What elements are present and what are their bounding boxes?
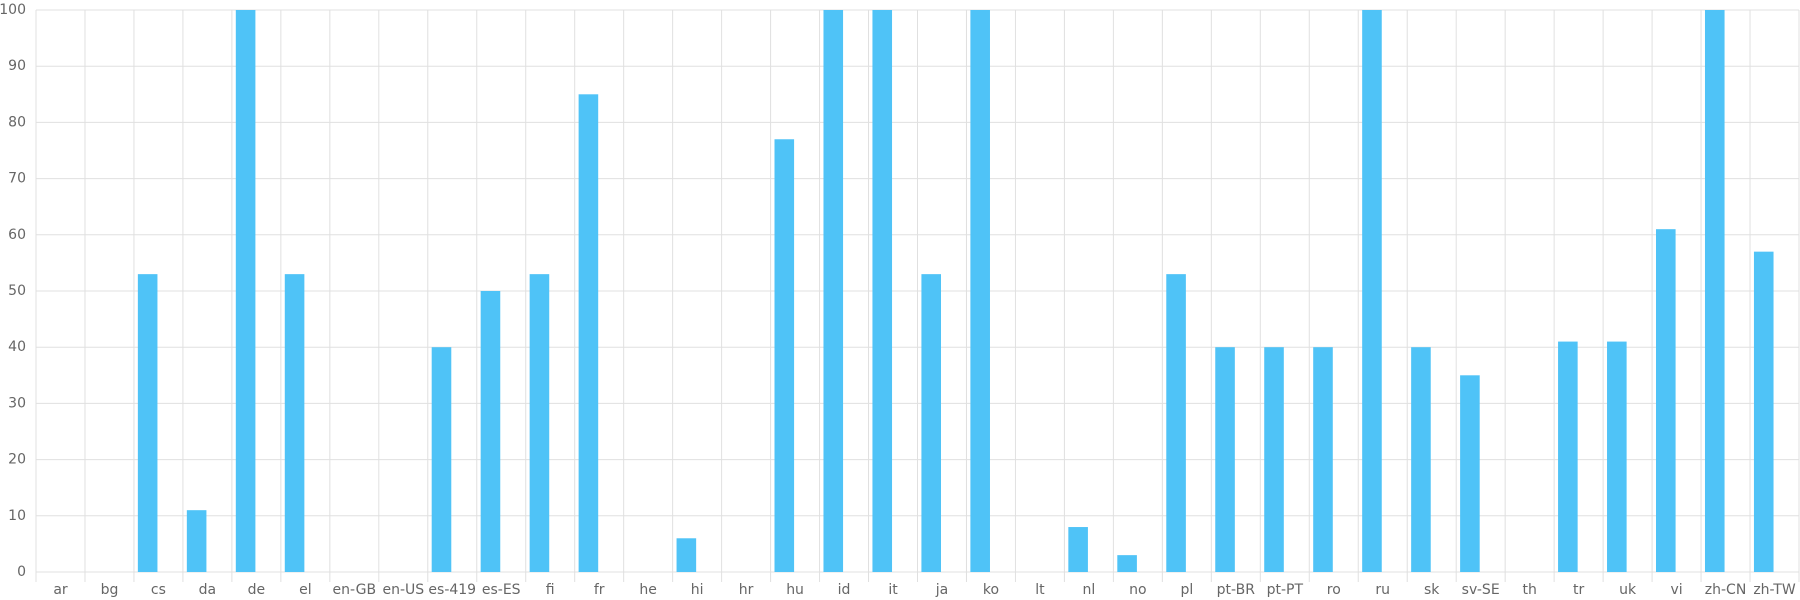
bar bbox=[1068, 527, 1088, 572]
x-tick-label: hu bbox=[786, 582, 804, 598]
x-tick-label: ru bbox=[1375, 582, 1390, 598]
x-tick-label: fi bbox=[546, 582, 555, 598]
x-tick-label: id bbox=[838, 582, 851, 598]
bar bbox=[1411, 347, 1431, 572]
x-tick-label: pt-BR bbox=[1217, 582, 1256, 598]
x-tick-label: hr bbox=[739, 582, 754, 598]
x-tick-label: de bbox=[248, 582, 266, 598]
x-tick-label: th bbox=[1522, 582, 1536, 598]
x-tick-label: en-GB bbox=[333, 582, 377, 598]
x-tick-label: es-419 bbox=[428, 582, 476, 598]
x-tick-label: zh-CN bbox=[1705, 582, 1747, 598]
y-tick-label: 70 bbox=[8, 171, 26, 187]
bar bbox=[774, 139, 795, 572]
y-tick-label: 0 bbox=[17, 564, 26, 580]
x-tick-label: ko bbox=[983, 582, 999, 598]
x-tick-label: lt bbox=[1035, 582, 1045, 598]
bar bbox=[1607, 341, 1627, 572]
x-tick-label: zh-TW bbox=[1753, 582, 1796, 598]
bar bbox=[1313, 347, 1333, 572]
bar bbox=[1704, 10, 1725, 572]
y-tick-label: 20 bbox=[8, 452, 26, 468]
x-tick-label: ro bbox=[1327, 582, 1341, 598]
y-tick-label: 50 bbox=[8, 283, 26, 299]
bar bbox=[284, 274, 305, 572]
x-tick-label: uk bbox=[1619, 582, 1637, 598]
bar bbox=[921, 274, 942, 572]
y-tick-label: 100 bbox=[0, 2, 26, 18]
x-tick-label: ja bbox=[935, 582, 948, 598]
bar bbox=[431, 347, 452, 572]
bar bbox=[1656, 229, 1676, 572]
x-tick-label: pt-PT bbox=[1267, 582, 1304, 598]
x-tick-label: he bbox=[639, 582, 657, 598]
bar bbox=[1460, 375, 1480, 572]
bar bbox=[970, 10, 990, 572]
x-tick-label: fr bbox=[594, 582, 605, 598]
x-tick-label: el bbox=[299, 582, 312, 598]
y-tick-label: 90 bbox=[8, 58, 26, 74]
x-tick-label: vi bbox=[1670, 582, 1682, 598]
bar bbox=[1264, 347, 1284, 572]
y-tick-label: 40 bbox=[8, 339, 26, 355]
x-tick-label: da bbox=[199, 582, 216, 598]
y-tick-label: 10 bbox=[8, 508, 26, 524]
bar bbox=[1753, 251, 1774, 572]
x-tick-label: cs bbox=[151, 582, 166, 598]
bar bbox=[1166, 274, 1186, 572]
x-tick-label: pl bbox=[1180, 582, 1193, 598]
bar bbox=[578, 94, 599, 573]
x-tick-label: sk bbox=[1424, 582, 1440, 598]
bar bbox=[1558, 341, 1578, 572]
bar bbox=[1215, 347, 1235, 572]
y-tick-label: 80 bbox=[8, 114, 26, 130]
x-tick-label: no bbox=[1129, 582, 1146, 598]
x-tick-label: bg bbox=[101, 582, 119, 598]
x-tick-label: sv-SE bbox=[1462, 582, 1500, 598]
bar bbox=[1362, 10, 1382, 572]
bar bbox=[235, 10, 256, 572]
bar bbox=[676, 538, 697, 572]
x-tick-label: es-ES bbox=[482, 582, 521, 598]
bar bbox=[872, 10, 893, 572]
x-tick-label: en-US bbox=[382, 582, 424, 598]
bar bbox=[529, 274, 550, 572]
bar bbox=[137, 274, 158, 572]
bar bbox=[1117, 555, 1137, 572]
x-tick-label: nl bbox=[1083, 582, 1096, 598]
bar bbox=[823, 10, 844, 572]
x-tick-label: hi bbox=[691, 582, 704, 598]
bar bbox=[480, 291, 501, 572]
bar bbox=[186, 510, 207, 572]
x-tick-label: tr bbox=[1573, 582, 1584, 598]
x-tick-label: it bbox=[888, 582, 898, 598]
y-tick-label: 60 bbox=[8, 227, 26, 243]
y-tick-label: 30 bbox=[8, 395, 26, 411]
x-tick-label: ar bbox=[53, 582, 68, 598]
